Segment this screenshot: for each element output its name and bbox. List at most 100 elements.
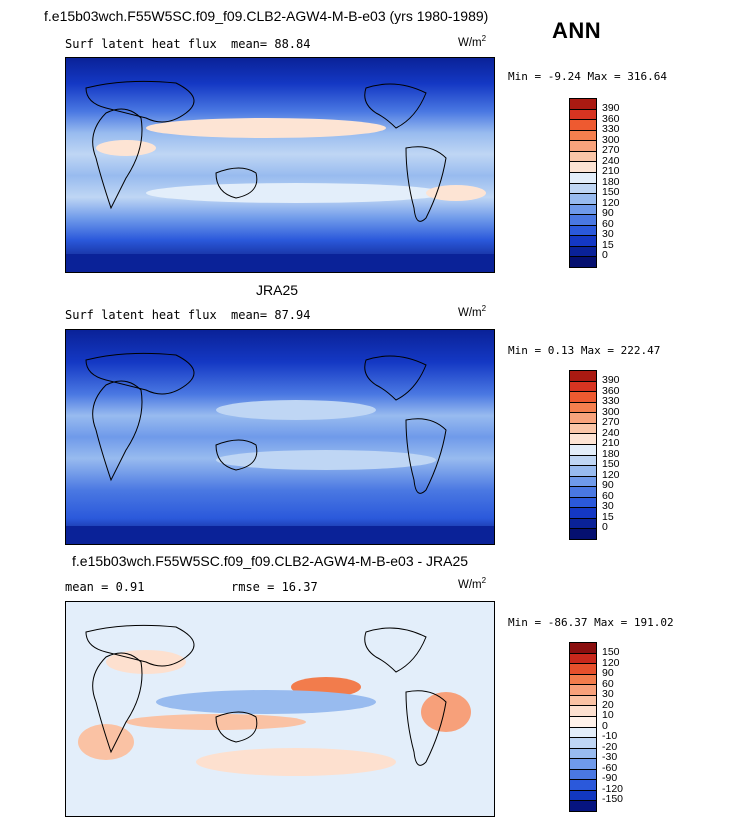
colorbar-swatch <box>570 120 596 131</box>
colorbar-swatch <box>570 748 596 760</box>
colorbar-tick-label: -10 <box>602 730 618 742</box>
colorbar-swatch <box>570 674 596 686</box>
colorbar-swatch <box>570 183 596 195</box>
colorbar-swatch <box>570 727 596 739</box>
season-label: ANN <box>552 18 602 43</box>
colorbar-tick-label: 15 <box>602 238 614 251</box>
colorbar-tick-label: -120 <box>602 782 624 795</box>
colorbar-tick-label: 15 <box>602 510 614 523</box>
colorbar-swatch <box>570 194 596 205</box>
colorbar-swatch <box>570 780 596 791</box>
colorbar-tick-label: 180 <box>602 447 620 460</box>
colorbar-swatch <box>570 423 596 435</box>
map-obs <box>65 329 495 545</box>
colorbar-swatch <box>570 706 596 717</box>
colorbar-swatch <box>570 434 596 445</box>
colorbar-tick-label: 180 <box>602 175 620 188</box>
colorbar-swatch <box>570 529 596 539</box>
colorbar-tick-label: 60 <box>602 217 614 230</box>
colorbar-swatch <box>570 653 596 665</box>
colorbar-swatch <box>570 141 596 152</box>
colorbar-tick-label: 360 <box>602 384 620 397</box>
colorbar-swatch <box>570 402 596 414</box>
colorbar-swatch <box>570 695 596 707</box>
colorbar-diff <box>569 642 597 812</box>
colorbar-tick-label: 270 <box>602 144 620 156</box>
colorbar-swatch <box>570 455 596 467</box>
colorbar-tick-label: 120 <box>602 196 620 209</box>
colorbar-swatch <box>570 371 596 382</box>
panel-variable-label-model: Surf latent heat flux <box>65 37 217 51</box>
colorbar-tick-label: 210 <box>602 165 620 177</box>
colorbar-tick-label: 90 <box>602 207 614 219</box>
colorbar-swatch <box>570 769 596 781</box>
colorbar-tick-label: 0 <box>602 521 608 533</box>
colorbar-swatch <box>570 130 596 142</box>
units-label-model: W/m2 <box>458 34 487 49</box>
colorbar-tick-label: 90 <box>602 667 614 679</box>
panel-title-obs: JRA25 <box>256 282 299 298</box>
colorbar-tick-label: 150 <box>602 458 620 470</box>
colorbar-swatch <box>570 664 596 675</box>
colorbar-swatch <box>570 109 596 121</box>
colorbar-swatch <box>570 225 596 237</box>
colorbar-tick-label: 120 <box>602 656 620 669</box>
colorbar-tick-label: 150 <box>602 186 620 198</box>
colorbar-model <box>569 98 597 268</box>
panel-title-model: f.e15b03wch.F55W5SC.f09_f09.CLB2-AGW4-M-… <box>44 8 489 24</box>
panel-title-diff: f.e15b03wch.F55W5SC.f09_f09.CLB2-AGW4-M-… <box>72 553 469 569</box>
colorbar-tick-label: 10 <box>602 709 614 721</box>
colorbar-tick-label: 90 <box>602 479 614 491</box>
colorbar-swatch <box>570 215 596 226</box>
colorbar-swatch <box>570 790 596 802</box>
colorbar-swatch <box>570 518 596 530</box>
minmax-model: Min = -9.24 Max = 316.64 <box>508 70 667 83</box>
colorbar-tick-label: 120 <box>602 468 620 481</box>
colorbar-swatch <box>570 497 596 509</box>
colorbar-labels-model: 390 360 330 300 270 240 210 180 150 120 … <box>602 102 620 261</box>
colorbar-tick-label: -30 <box>602 751 618 763</box>
colorbar-swatch <box>570 172 596 184</box>
colorbar-swatch <box>570 162 596 173</box>
colorbar-tick-label: 210 <box>602 437 620 449</box>
colorbar-labels-obs: 390 360 330 300 270 240 210 180 150 120 … <box>602 374 620 533</box>
colorbar-tick-label: 330 <box>602 123 620 135</box>
colorbar-swatch <box>570 151 596 163</box>
colorbar-tick-label: 20 <box>602 698 614 711</box>
colorbar-tick-label: 390 <box>602 102 620 114</box>
map-model <box>65 57 495 273</box>
colorbar-swatch <box>570 204 596 216</box>
minmax-obs: Min = 0.13 Max = 222.47 <box>508 344 661 357</box>
colorbar-swatch <box>570 257 596 267</box>
colorbar-swatch <box>570 738 596 749</box>
colorbar-tick-label: 360 <box>602 112 620 125</box>
colorbar-swatch <box>570 487 596 498</box>
colorbar-tick-label: -20 <box>602 740 618 753</box>
colorbar-tick-label: 30 <box>602 500 614 512</box>
colorbar-tick-label: -90 <box>602 772 618 784</box>
panel-mean-obs: mean= 87.94 <box>231 308 311 322</box>
colorbar-obs <box>569 370 597 540</box>
colorbar-tick-label: 240 <box>602 426 620 439</box>
colorbar-tick-label: 300 <box>602 405 620 418</box>
panel-rmse-diff: rmse = 16.37 <box>231 580 318 594</box>
colorbar-tick-label: 300 <box>602 133 620 146</box>
panel-variable-label-obs: Surf latent heat flux <box>65 308 217 322</box>
colorbar-swatch <box>570 236 596 247</box>
colorbar-swatch <box>570 392 596 403</box>
colorbar-swatch <box>570 759 596 770</box>
colorbar-tick-label: 270 <box>602 416 620 428</box>
colorbar-swatch <box>570 508 596 519</box>
colorbar-swatch <box>570 801 596 811</box>
colorbar-swatch <box>570 466 596 477</box>
colorbar-swatch <box>570 444 596 456</box>
colorbar-swatch <box>570 685 596 696</box>
colorbar-tick-label: 0 <box>602 719 608 732</box>
colorbar-tick-label: 0 <box>602 249 608 261</box>
colorbar-tick-label: -150 <box>602 793 624 805</box>
panel-mean-model: mean= 88.84 <box>231 37 311 51</box>
colorbar-tick-label: 330 <box>602 395 620 407</box>
colorbar-tick-label: 60 <box>602 489 614 502</box>
colorbar-swatch <box>570 246 596 258</box>
colorbar-tick-label: 390 <box>602 374 620 386</box>
